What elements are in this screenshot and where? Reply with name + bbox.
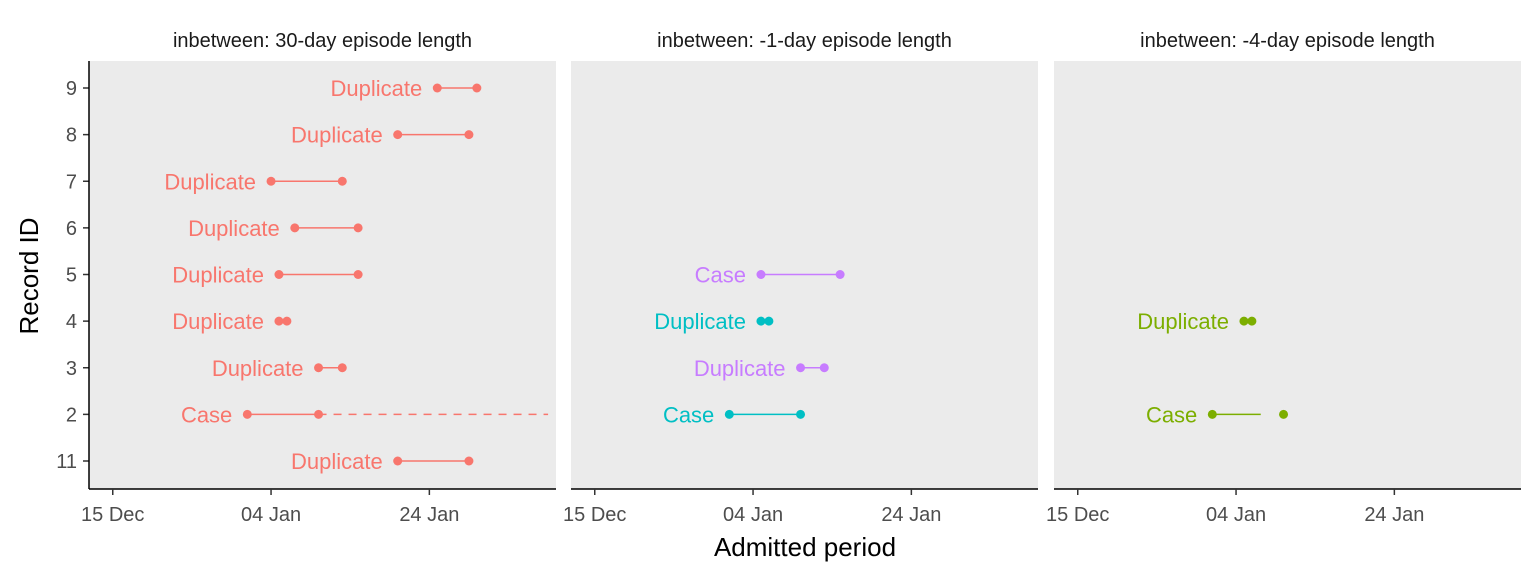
y-tick-label: 7 [66, 171, 77, 193]
x-tick-label: 04 Jan [241, 504, 301, 526]
y-axis: 11 2 3 4 5 6 7 8 9 [56, 61, 90, 489]
record-segment: Duplicate [694, 356, 829, 381]
x-tick-label: 15 Dec [81, 504, 144, 526]
y-tick-label: 6 [66, 218, 77, 240]
y-tick-label: 5 [66, 265, 77, 287]
record-segment: Duplicate [172, 263, 363, 288]
segment-start-point [266, 176, 276, 186]
panel-background [1054, 61, 1521, 489]
segment-end-point [1247, 316, 1257, 326]
record-segment: Duplicate [172, 309, 292, 334]
y-tick-label: 9 [66, 78, 77, 100]
x-tick-label: 24 Jan [1364, 504, 1424, 526]
segment-end-point [1279, 409, 1289, 419]
segment-start-point [724, 409, 734, 419]
record-segment: Duplicate [331, 76, 482, 101]
segment-end-point [282, 316, 292, 326]
record-segment: Case [181, 402, 549, 427]
chart-panels: inbetween: 30-day episode length 15 Dec 04… [81, 30, 1521, 526]
segment-start-point [756, 270, 766, 279]
segment-start-point [393, 130, 403, 140]
facet-panel-1: inbetween: 30-day episode length 15 Dec 04… [81, 30, 556, 526]
segment-end-point [337, 176, 347, 186]
segment-label: Duplicate [331, 76, 423, 101]
segment-label: Duplicate [188, 216, 280, 241]
segment-label: Duplicate [172, 309, 264, 334]
record-segment: Case [663, 402, 806, 427]
segment-start-point [242, 409, 252, 419]
segment-start-point [756, 316, 766, 326]
x-tick-label: 04 Jan [723, 504, 783, 526]
record-segment: Duplicate [291, 449, 474, 474]
record-segment: Duplicate [1137, 309, 1257, 334]
record-segment: Case [695, 263, 845, 288]
x-tick-label: 24 Jan [881, 504, 941, 526]
segment-label: Duplicate [291, 449, 383, 474]
segment-label: Case [1146, 402, 1197, 427]
facet-title: inbetween: -1-day episode length [657, 30, 952, 52]
record-segment: Duplicate [291, 123, 474, 148]
segment-end-point [464, 456, 474, 466]
segment-label: Case [663, 402, 714, 427]
facet-panel-2: inbetween: -1-day episode length 15 Dec 04… [563, 30, 1038, 526]
facet-title: inbetween: -4-day episode length [1140, 30, 1435, 52]
segment-label: Case [695, 263, 746, 288]
segment-end-point [764, 316, 774, 326]
segment-label: Case [181, 402, 232, 427]
segment-start-point [274, 270, 284, 279]
segment-end-point [796, 409, 806, 419]
segment-start-point [393, 456, 403, 466]
segment-start-point [314, 363, 324, 373]
y-tick-label: 4 [66, 311, 77, 333]
segment-label: Duplicate [694, 356, 786, 381]
segment-start-point [1207, 409, 1217, 419]
segment-start-point [290, 223, 300, 233]
segment-end-point [835, 270, 845, 279]
record-segment: Duplicate [654, 309, 774, 334]
segment-end-point [819, 363, 829, 373]
segment-label: Duplicate [164, 169, 256, 194]
segment-start-point [1239, 316, 1249, 326]
segment-label: Duplicate [212, 356, 304, 381]
record-segment: Duplicate [164, 169, 347, 194]
facet-panel-3: inbetween: -4-day episode length 15 Dec 04… [1046, 30, 1521, 526]
y-axis-title: Record ID [14, 217, 44, 334]
segment-end-point [353, 270, 363, 279]
record-segment: Duplicate [212, 356, 347, 381]
x-tick-label: 04 Jan [1206, 504, 1266, 526]
x-axis-title: Admitted period [714, 532, 896, 562]
segment-label: Duplicate [1137, 309, 1229, 334]
segment-end-point [337, 363, 347, 373]
record-segment: Case [1146, 402, 1289, 427]
segment-start-point [432, 83, 442, 93]
y-tick-label: 8 [66, 125, 77, 147]
segment-end-point [314, 409, 324, 419]
y-tick-label: 3 [66, 358, 77, 380]
segment-end-point [464, 130, 474, 140]
segment-end-point [353, 223, 363, 233]
x-tick-label: 24 Jan [399, 504, 459, 526]
segment-label: Duplicate [291, 123, 383, 148]
segment-label: Duplicate [172, 263, 264, 288]
y-tick-label: 11 [56, 451, 77, 473]
segment-label: Duplicate [654, 309, 746, 334]
segment-end-point [472, 83, 482, 93]
segment-start-point [274, 316, 284, 326]
x-tick-label: 15 Dec [563, 504, 626, 526]
record-segment: Duplicate [188, 216, 363, 241]
x-tick-label: 15 Dec [1046, 504, 1109, 526]
y-tick-label: 2 [66, 404, 77, 426]
facet-title: inbetween: 30-day episode length [173, 30, 472, 52]
segment-start-point [796, 363, 806, 373]
